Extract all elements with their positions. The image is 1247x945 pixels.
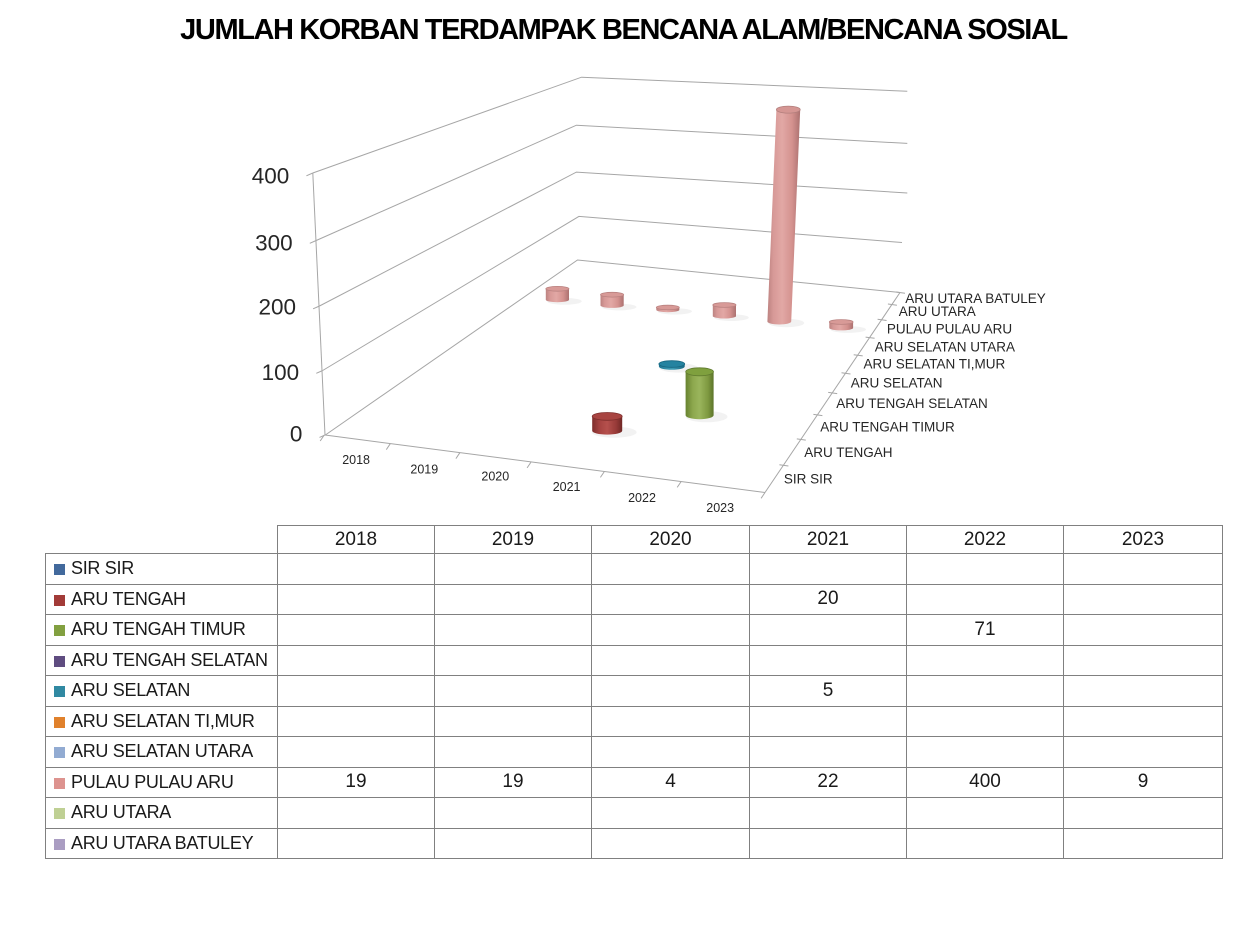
svg-text:SIR SIR: SIR SIR xyxy=(784,471,833,486)
svg-text:2018: 2018 xyxy=(342,453,370,467)
svg-text:2022: 2022 xyxy=(628,491,656,505)
svg-text:400: 400 xyxy=(252,163,290,188)
svg-text:ARU UTARA BATULEY: ARU UTARA BATULEY xyxy=(905,291,1046,306)
svg-text:0: 0 xyxy=(290,421,303,446)
svg-text:ARU TENGAH TIMUR: ARU TENGAH TIMUR xyxy=(820,420,955,435)
svg-text:ARU UTARA: ARU UTARA xyxy=(899,304,976,319)
svg-text:ARU SELATAN TI,MUR: ARU SELATAN TI,MUR xyxy=(864,357,1006,372)
svg-text:300: 300 xyxy=(255,231,293,256)
svg-text:2023: 2023 xyxy=(706,501,734,515)
svg-text:2020: 2020 xyxy=(481,470,509,484)
svg-text:PULAU PULAU ARU: PULAU PULAU ARU xyxy=(887,321,1012,336)
svg-text:ARU SELATAN: ARU SELATAN xyxy=(851,376,943,391)
svg-text:ARU SELATAN UTARA: ARU SELATAN UTARA xyxy=(875,339,1015,354)
svg-text:ARU TENGAH: ARU TENGAH xyxy=(804,445,892,460)
svg-text:2021: 2021 xyxy=(553,480,581,494)
svg-text:200: 200 xyxy=(258,295,296,320)
svg-text:100: 100 xyxy=(262,360,300,385)
svg-text:2019: 2019 xyxy=(410,463,438,477)
svg-text:ARU TENGAH SELATAN: ARU TENGAH SELATAN xyxy=(836,396,988,411)
